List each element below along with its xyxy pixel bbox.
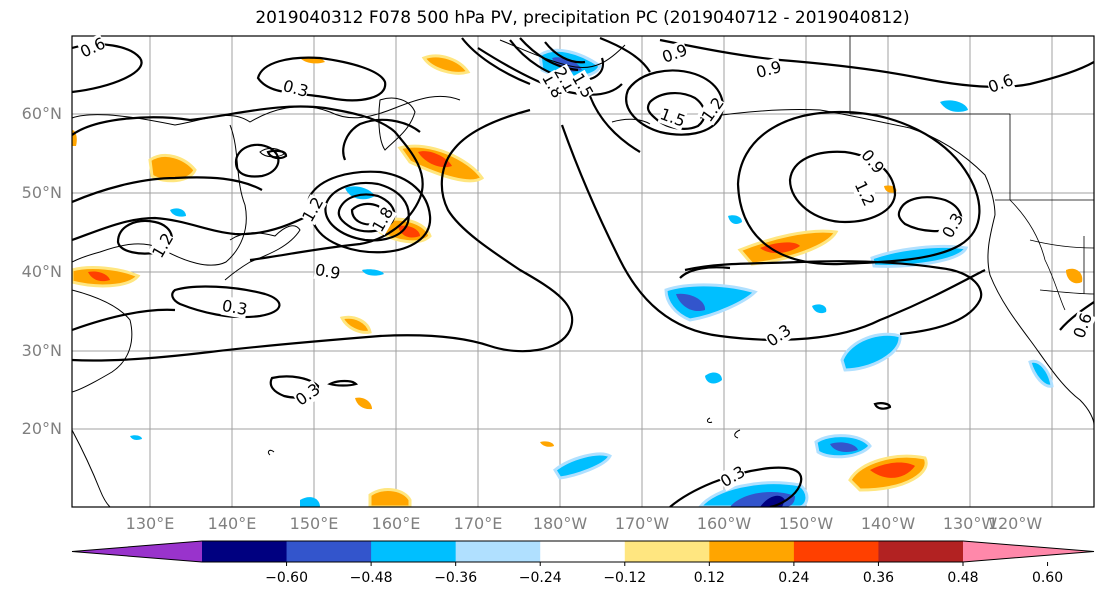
precip-positive-areas: [72, 54, 1083, 507]
colorbar-tick-label: 0.36: [862, 570, 895, 586]
lon-label: 170°E: [453, 514, 503, 533]
lat-label: 30°N: [21, 341, 62, 360]
lat-label: 50°N: [21, 183, 62, 202]
lon-label: 140°E: [207, 514, 257, 533]
coastlines: [72, 39, 1094, 507]
lon-label: 170°W: [614, 514, 670, 533]
map-title: 2019040312 F078 500 hPa PV, precipitatio…: [255, 8, 910, 28]
lon-label: 160°W: [696, 514, 752, 533]
lon-label: 130°W: [942, 514, 998, 533]
lon-label: 180°W: [532, 514, 588, 533]
lon-label: 150°E: [289, 514, 339, 533]
colorbar-tick-label: 0.12: [693, 570, 725, 586]
lon-label: 160°E: [371, 514, 421, 533]
colorbar-tick-label: −0.12: [603, 570, 647, 586]
colorbar-tick-label: −0.36: [434, 570, 478, 586]
lat-label: 60°N: [21, 104, 62, 123]
colorbar-tick-label: 0.60: [1031, 570, 1064, 586]
lon-label: 150°W: [778, 514, 834, 533]
lat-label: 20°N: [21, 419, 62, 438]
colorbar-tick-label: −0.48: [349, 570, 393, 586]
lat-label: 40°N: [21, 262, 62, 281]
borders: [849, 36, 1094, 311]
colorbar-tick-label: −0.24: [518, 570, 562, 586]
colorbar-tick-label: −0.60: [265, 570, 308, 586]
colorbar-tick-label: 0.24: [778, 570, 810, 586]
colorbar-tick-label: 0.48: [947, 570, 979, 586]
lon-label: 120°W: [987, 514, 1043, 533]
lon-label: 130°E: [125, 514, 175, 533]
lon-label: 140°W: [860, 514, 916, 533]
